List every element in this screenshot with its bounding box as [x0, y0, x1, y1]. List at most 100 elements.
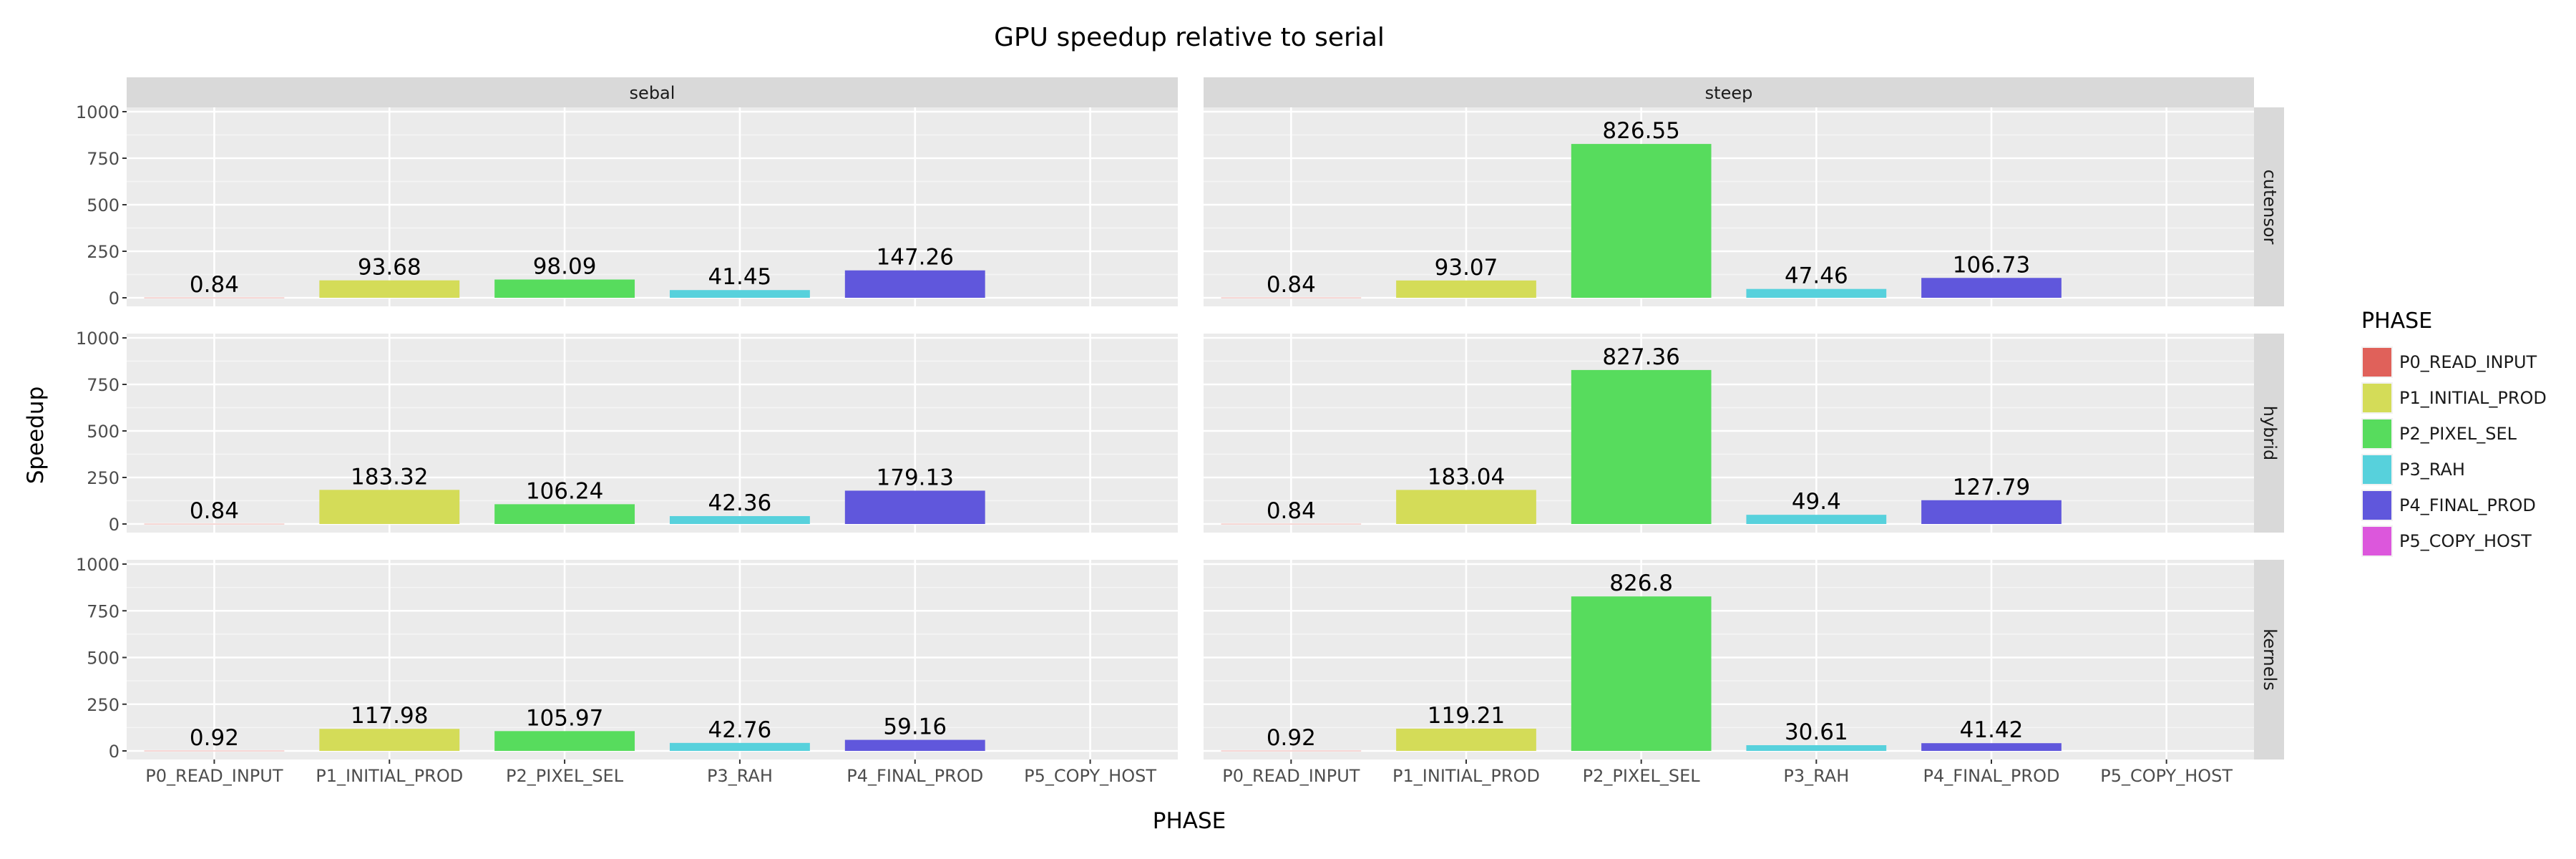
legend-entry: P3_RAH [2361, 454, 2465, 485]
bar-P0_READ_INPUT [1221, 523, 1362, 525]
bar-P4_FINAL_PROD [1921, 278, 2062, 298]
bar-P4_FINAL_PROD [1921, 743, 2062, 751]
y-tick-label: 500 [87, 195, 119, 215]
y-tick-label: 750 [87, 375, 119, 395]
y-tick-label: 250 [87, 242, 119, 262]
legend-entry: P1_INITIAL_PROD [2361, 382, 2547, 414]
legend-entry: P0_READ_INPUT [2361, 346, 2537, 378]
y-tick-label: 250 [87, 695, 119, 715]
bar-value-label: 183.04 [1428, 464, 1505, 490]
legend-swatch [2363, 527, 2391, 555]
y-axis-title: Speedup [23, 387, 49, 485]
bar-value-label: 59.16 [883, 714, 947, 740]
y-tick-label: 500 [87, 649, 119, 669]
x-tick-label: P0_READ_INPUT [1222, 766, 1360, 786]
bar-value-label: 98.09 [533, 253, 597, 279]
y-tick-label: 0 [109, 742, 119, 762]
bar-P1_INITIAL_PROD [319, 280, 460, 298]
panel-steep-hybrid: 0.84 183.04 827.36 49.4 127.79 [1204, 334, 2254, 533]
bar-value-label: 0.84 [190, 498, 239, 524]
x-tick-label: P2_PIXEL_SEL [1583, 766, 1701, 786]
bar-P4_FINAL_PROD [844, 270, 985, 298]
bar-P1_INITIAL_PROD [319, 490, 460, 524]
bar-P2_PIXEL_SEL [494, 731, 635, 751]
bar-value-label: 30.61 [1785, 719, 1848, 745]
bar-P1_INITIAL_PROD [319, 729, 460, 751]
bar-P0_READ_INPUT [144, 523, 285, 525]
x-axis-title: PHASE [1153, 808, 1226, 834]
x-tick-label: P0_READ_INPUT [145, 766, 283, 786]
facet-strip-label-row-cutensor: cutensor [2260, 170, 2280, 245]
y-tick-label: 0 [109, 288, 119, 309]
y-tick-label: 750 [87, 601, 119, 621]
bar-value-label: 0.84 [1267, 272, 1316, 298]
bar-P4_FINAL_PROD [1921, 500, 2062, 524]
legend-entry: P4_FINAL_PROD [2361, 490, 2536, 521]
bar-P1_INITIAL_PROD [1396, 490, 1536, 524]
bar-P0_READ_INPUT [1221, 297, 1362, 299]
x-tick-label: P1_INITIAL_PROD [316, 766, 463, 786]
panel-background [1204, 107, 2254, 306]
bar-value-label: 42.36 [708, 490, 772, 516]
bar-value-label: 49.4 [1792, 489, 1841, 515]
bar-value-label: 106.24 [526, 478, 603, 504]
panel-steep-cutensor: 0.84 93.07 826.55 47.46 106.73 [1204, 107, 2254, 306]
bar-P0_READ_INPUT [144, 297, 285, 299]
bar-P3_RAH [669, 290, 810, 298]
facet-strip-label-row-hybrid: hybrid [2260, 406, 2280, 460]
bar-P0_READ_INPUT [1221, 750, 1362, 752]
chart-title: GPU speedup relative to serial [994, 23, 1385, 52]
bar-value-label: 0.84 [1267, 498, 1316, 524]
x-tick-label: P5_COPY_HOST [1024, 766, 1156, 786]
facet-strip-label-col-sebal: sebal [630, 83, 675, 103]
bar-value-label: 179.13 [877, 465, 954, 490]
legend-label: P0_READ_INPUT [2399, 352, 2537, 372]
bar-P1_INITIAL_PROD [1396, 728, 1536, 751]
legend-label: P5_COPY_HOST [2399, 531, 2532, 551]
legend-swatch [2363, 455, 2391, 484]
bar-value-label: 41.42 [1960, 717, 2024, 743]
bar-value-label: 826.55 [1602, 118, 1679, 144]
panel-sebal-hybrid: 0 250 500 750 1000 0.84 183.32 106.24 42.36 179.1… [76, 329, 1178, 535]
bar-P4_FINAL_PROD [844, 739, 985, 751]
bar-P1_INITIAL_PROD [1396, 280, 1536, 298]
bar-P4_FINAL_PROD [844, 490, 985, 524]
y-tick-label: 500 [87, 422, 119, 442]
y-tick-label: 0 [109, 515, 119, 535]
bar-value-label: 147.26 [877, 245, 954, 271]
bar-P3_RAH [1746, 745, 1887, 751]
bar-value-label: 117.98 [351, 703, 428, 729]
facet-strip-row-hybrid [2254, 334, 2284, 533]
x-tick-label: P5_COPY_HOST [2100, 766, 2233, 786]
bar-P3_RAH [1746, 288, 1887, 298]
facet-strip-col-sebal [127, 77, 1178, 107]
facet-strip-row-kernels [2254, 560, 2284, 759]
bar-value-label: 127.79 [1953, 475, 2030, 500]
x-tick-label: P1_INITIAL_PROD [1392, 766, 1540, 786]
legend-title: PHASE [2361, 309, 2432, 334]
legend-swatch [2363, 419, 2391, 448]
legend-label: P1_INITIAL_PROD [2399, 388, 2547, 408]
bar-value-label: 93.07 [1435, 255, 1498, 281]
bar-value-label: 93.68 [358, 255, 421, 281]
bar-P2_PIXEL_SEL [494, 279, 635, 298]
bar-value-label: 826.8 [1609, 571, 1673, 596]
x-tick-label: P3_RAH [1783, 766, 1849, 786]
y-tick-label: 250 [87, 468, 119, 488]
legend-label: P3_RAH [2399, 460, 2465, 480]
legend-swatch [2363, 384, 2391, 412]
bar-P3_RAH [669, 742, 810, 751]
y-tick-label: 750 [87, 149, 119, 169]
legend-label: P2_PIXEL_SEL [2399, 424, 2517, 444]
panel-sebal-kernels: 0 250 500 750 1000 0.92 117.98 105.97 42.76 59.16… [76, 555, 1178, 786]
bar-value-label: 41.45 [708, 264, 772, 290]
panel-steep-kernels: 0.92 119.21 826.8 30.61 41.42 P0_READ_INPUT P1… [1204, 560, 2254, 786]
panel-background [127, 334, 1178, 533]
facet-panels: sebal steep cutensor hybrid kernels 0 250 500 75… [76, 77, 2284, 786]
legend-entry: P2_PIXEL_SEL [2361, 418, 2517, 450]
bar-P3_RAH [669, 515, 810, 524]
panel-sebal-cutensor: 0 250 500 750 1000 0.84 93.68 98.09 41.45 147.26 [76, 102, 1178, 309]
bar-P3_RAH [1746, 515, 1887, 524]
legend-swatch [2363, 348, 2391, 377]
